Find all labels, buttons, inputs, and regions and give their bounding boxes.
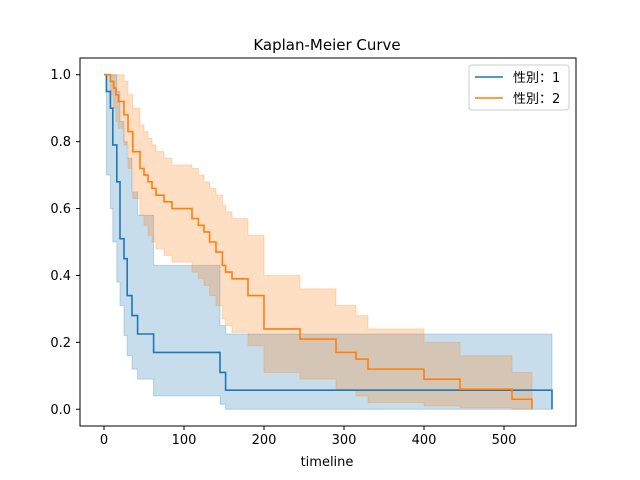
y-tick-label: 0.4: [50, 269, 71, 284]
legend-label-series-2: 性別：2: [513, 92, 560, 107]
chart-title: Kaplan-Meier Curve: [253, 36, 400, 54]
plot-area: [104, 73, 553, 410]
y-tick-label: 0.2: [50, 336, 71, 351]
legend-label-series-1: 性別：1: [513, 71, 560, 86]
x-axis-label: timeline: [301, 455, 354, 470]
y-tick-label: 0.6: [50, 202, 71, 217]
legend: 性別：1 性別：2: [468, 64, 570, 111]
axes-frame: [79, 57, 577, 427]
survival-line-series-2: [104, 73, 533, 410]
y-tick-label: 0.8: [50, 135, 71, 150]
confidence-band-series-2: [104, 74, 533, 410]
x-tick-label: 100: [172, 433, 197, 448]
x-tick-label: 200: [252, 433, 277, 448]
y-axis: 0.0 0.2 0.4 0.6 0.8 1.0: [50, 68, 80, 418]
x-axis: 0 100 200 300 400 500: [100, 426, 517, 448]
x-tick-label: 500: [492, 433, 517, 448]
x-tick-label: 300: [332, 433, 357, 448]
y-tick-label: 0.0: [50, 403, 71, 418]
confidence-band-series-1: [104, 74, 553, 410]
x-tick-label: 400: [412, 433, 437, 448]
survival-line-series-1: [104, 73, 553, 410]
y-tick-label: 1.0: [50, 68, 71, 83]
x-tick-label: 0: [100, 433, 108, 448]
